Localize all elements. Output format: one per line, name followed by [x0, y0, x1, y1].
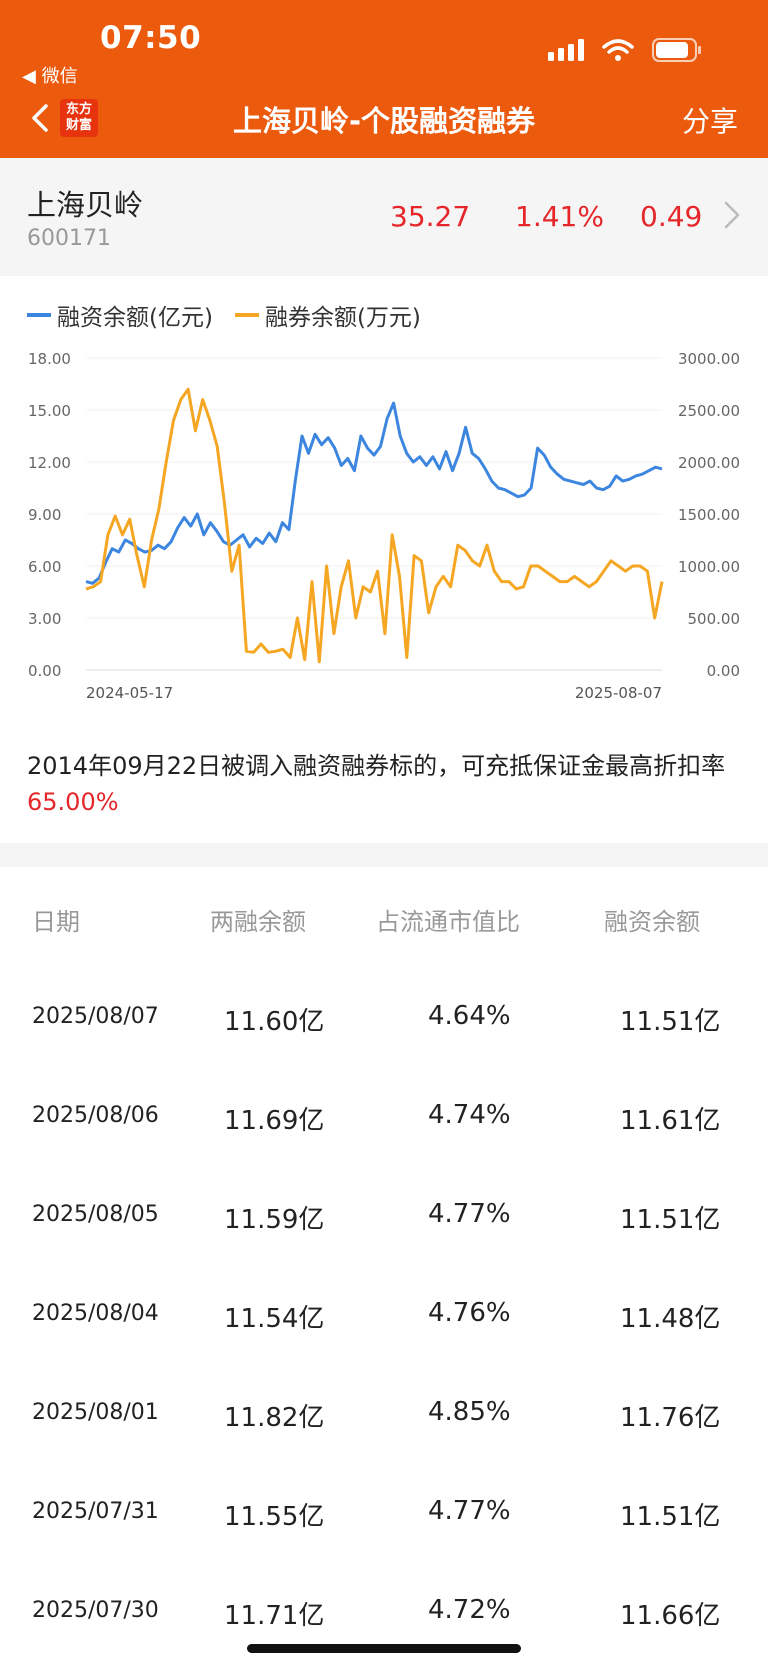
table-row[interactable]: 2025/08/01 11.82亿 4.85% 11.76亿: [0, 1362, 768, 1461]
row-total-balance: 11.59亿: [224, 1205, 325, 1235]
stock-change: 0.49: [640, 200, 703, 233]
x-end-label: 2025-08-07: [575, 684, 662, 702]
legend-financing-label: 融资余额(亿元): [57, 305, 213, 331]
header-financing-balance: 融资余额: [604, 908, 700, 936]
table-header: 日期 两融余额 占流通市值比 融资余额: [0, 868, 768, 948]
top-bar: 07:50 ◀ 微信 东方 财富 上海贝岭-个股融资融券 分享: [0, 0, 768, 158]
margin-balance-chart[interactable]: 18.00 3000.00 15.00 2500.00 12.00 2000.00 9.00…: [0, 340, 768, 730]
legend-financing: 融资余额(亿元): [27, 298, 213, 332]
signal-icon: [548, 39, 584, 61]
stock-name: 上海贝岭: [27, 188, 144, 222]
y-left-tick-label: 3.00: [28, 610, 61, 628]
y-left-tick-label: 6.00: [28, 558, 61, 576]
row-financing-balance: 11.61亿: [620, 1106, 721, 1136]
row-float-ratio: 4.85%: [428, 1397, 511, 1427]
row-float-ratio: 4.72%: [428, 1595, 511, 1625]
y-right-tick-label: 2000.00: [678, 454, 740, 472]
y-right-tick-label: 0.00: [707, 662, 740, 680]
battery-icon: [652, 38, 701, 62]
row-financing-balance: 11.66亿: [620, 1601, 721, 1631]
financing-balance-line: [85, 401, 663, 585]
row-date: 2025/08/06: [32, 1103, 159, 1128]
legend-short-label: 融券余额(万元): [264, 305, 421, 331]
row-total-balance: 11.55亿: [224, 1502, 325, 1532]
system-icons: [548, 38, 702, 62]
header-float-ratio: 占流通市值比: [376, 908, 520, 936]
table-row[interactable]: 2025/08/04 11.54亿 4.76% 11.48亿: [0, 1263, 768, 1362]
share-button[interactable]: 分享: [681, 105, 738, 138]
stock-summary-row[interactable]: 上海贝岭 600171 35.27 1.41% 0.49: [0, 158, 768, 276]
row-financing-balance: 11.48亿: [620, 1304, 721, 1334]
row-financing-balance: 11.76亿: [620, 1403, 721, 1433]
note-text: 2014年09月22日被调入融资融券标的，可充抵保证金最高折扣率: [27, 752, 726, 780]
row-date: 2025/08/05: [32, 1202, 159, 1227]
row-total-balance: 11.71亿: [224, 1601, 325, 1631]
home-indicator[interactable]: [247, 1644, 521, 1653]
chevron-right-icon[interactable]: [722, 200, 742, 230]
logo-text-2: 财富: [65, 118, 92, 133]
chart-legend: 融资余额(亿元) 融券余额(万元): [27, 298, 421, 332]
row-float-ratio: 4.76%: [428, 1298, 511, 1328]
row-financing-balance: 11.51亿: [620, 1205, 721, 1235]
row-float-ratio: 4.77%: [428, 1496, 511, 1526]
row-date: 2025/07/31: [32, 1499, 159, 1524]
row-float-ratio: 4.77%: [428, 1199, 511, 1229]
row-date: 2025/07/30: [32, 1598, 159, 1623]
table-row[interactable]: 2025/07/30 11.71亿 4.72% 11.66亿: [0, 1560, 768, 1659]
legend-short-swatch: [234, 313, 259, 317]
row-total-balance: 11.82亿: [224, 1403, 325, 1433]
y-left-tick-label: 15.00: [28, 402, 71, 420]
y-left-tick-label: 12.00: [28, 454, 71, 472]
logo-text-1: 东方: [65, 102, 92, 117]
legend-financing-swatch: [27, 313, 51, 317]
row-date: 2025/08/04: [32, 1301, 159, 1326]
row-total-balance: 11.54亿: [224, 1304, 325, 1334]
table-row[interactable]: 2025/08/05 11.59亿 4.77% 11.51亿: [0, 1164, 768, 1263]
short-balance-line: [85, 387, 664, 664]
note-ratio: 65.00%: [27, 788, 119, 816]
row-total-balance: 11.69亿: [224, 1106, 325, 1136]
header-total-balance: 两融余额: [210, 908, 306, 936]
margin-note: 2014年09月22日被调入融资融券标的，可充抵保证金最高折扣率 65.00%: [27, 748, 747, 820]
y-left-tick-label: 18.00: [28, 350, 71, 368]
back-arrow-icon[interactable]: [24, 98, 64, 138]
x-start-label: 2024-05-17: [86, 684, 173, 702]
back-to-app-link[interactable]: ◀ 微信: [22, 66, 78, 87]
section-divider: [0, 843, 768, 867]
y-right-tick-label: 3000.00: [678, 350, 740, 368]
row-float-ratio: 4.64%: [428, 1001, 511, 1031]
y-left-tick-label: 0.00: [28, 662, 61, 680]
row-date: 2025/08/07: [32, 1004, 159, 1029]
stock-price: 35.27: [390, 200, 471, 233]
app-logo: 东方 财富: [60, 99, 98, 137]
y-right-tick-label: 1500.00: [678, 506, 740, 524]
wifi-icon: [602, 39, 634, 61]
stock-code: 600171: [27, 226, 111, 251]
stock-change-pct: 1.41%: [515, 200, 604, 233]
table-row[interactable]: 2025/07/31 11.55亿 4.77% 11.51亿: [0, 1461, 768, 1560]
back-app-label: 微信: [41, 66, 78, 87]
page-title: 上海贝岭-个股融资融券: [232, 104, 536, 138]
table-row[interactable]: 2025/08/06 11.69亿 4.74% 11.61亿: [0, 1065, 768, 1164]
header-date: 日期: [32, 908, 80, 936]
row-financing-balance: 11.51亿: [620, 1007, 721, 1037]
y-right-tick-label: 500.00: [688, 610, 741, 628]
row-date: 2025/08/01: [32, 1400, 159, 1425]
row-float-ratio: 4.74%: [428, 1100, 511, 1130]
legend-short: 融券余额(万元): [234, 298, 421, 332]
status-time: 07:50: [100, 20, 202, 56]
margin-table: 2025/08/07 11.60亿 4.64% 11.51亿 2025/08/06 11.…: [0, 966, 768, 1659]
row-financing-balance: 11.51亿: [620, 1502, 721, 1532]
y-left-tick-label: 9.00: [28, 506, 61, 524]
row-total-balance: 11.60亿: [224, 1007, 325, 1037]
y-right-tick-label: 2500.00: [678, 402, 740, 420]
table-row[interactable]: 2025/08/07 11.60亿 4.64% 11.51亿: [0, 966, 768, 1065]
y-right-tick-label: 1000.00: [678, 558, 740, 576]
